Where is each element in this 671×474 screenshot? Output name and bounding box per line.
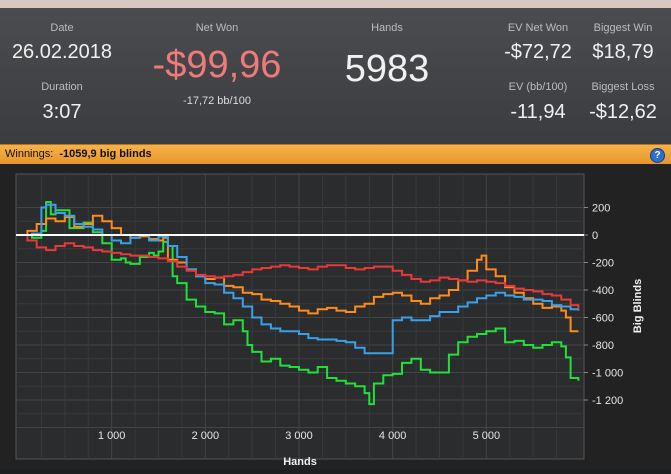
x-axis-label: Hands [283, 456, 317, 468]
winnings-value: -1059,9 big blinds [59, 148, 152, 160]
x-tick-label: 4 000 [379, 430, 407, 442]
series-line-2 [18, 214, 579, 333]
ev-net-won-label: EV Net Won [507, 22, 569, 34]
y-tick-label: 0 [592, 230, 598, 242]
ev-bb100-label: EV (bb/100) [508, 81, 568, 93]
y-tick-label: -1 200 [592, 395, 623, 407]
y-tick-label: -800 [592, 340, 614, 352]
winnings-chart-panel: 200 0 -200 -400 -600 -800 -1 000 -1 200 1 000 2 … [0, 164, 671, 469]
session-stats-panel: Date 26.02.2018 Duration 3:07 Net Won -$… [0, 8, 671, 144]
biggest-loss-label: Biggest Loss [591, 81, 655, 93]
biggest-loss-value: -$12,62 [589, 101, 657, 123]
net-won-value: -$99,96 [152, 44, 282, 86]
winnings-label: Winnings: [5, 148, 54, 160]
net-won-bb100: -17,72 bb/100 [183, 95, 251, 107]
x-tick-label: 1 000 [98, 430, 126, 442]
date-label: Date [50, 22, 74, 34]
y-axis-label: Big Blinds [632, 279, 644, 333]
y-tick-label: -1 000 [592, 368, 623, 380]
winnings-bar: Winnings: -1059,9 big blinds ? [0, 144, 671, 165]
x-tick-label: 5 000 [473, 430, 501, 442]
duration-value: 3:07 [42, 101, 82, 123]
x-tick-label: 3 000 [285, 430, 313, 442]
y-tick-label: -600 [592, 313, 614, 325]
date-value: 26.02.2018 [11, 41, 113, 63]
x-axis-ticks: 1 000 2 000 3 000 4 000 5 000 [98, 430, 500, 442]
y-tick-label: 200 [592, 203, 610, 215]
hands-label: Hands [371, 22, 403, 34]
hands-value: 5983 [344, 48, 430, 90]
net-won-label: Net Won [195, 22, 239, 34]
top-window-strip [0, 0, 671, 8]
ev-bb100-value: -11,94 [510, 101, 566, 123]
y-tick-label: -200 [592, 258, 614, 270]
series-line-4 [18, 234, 580, 310]
duration-label: Duration [41, 81, 83, 93]
y-tick-label: -400 [592, 285, 614, 297]
ev-net-won-value: -$72,72 [504, 41, 572, 63]
winnings-chart: 200 0 -200 -400 -600 -800 -1 000 -1 200 1 000 2 … [15, 173, 644, 468]
help-icon[interactable]: ? [650, 148, 665, 163]
y-axis-ticks: 200 0 -200 -400 -600 -800 -1 000 -1 200 [584, 203, 623, 407]
biggest-win-value: $18,79 [592, 41, 654, 63]
series-line-1 [18, 201, 580, 406]
biggest-win-label: Biggest Win [593, 22, 653, 34]
x-tick-label: 2 000 [192, 430, 220, 442]
